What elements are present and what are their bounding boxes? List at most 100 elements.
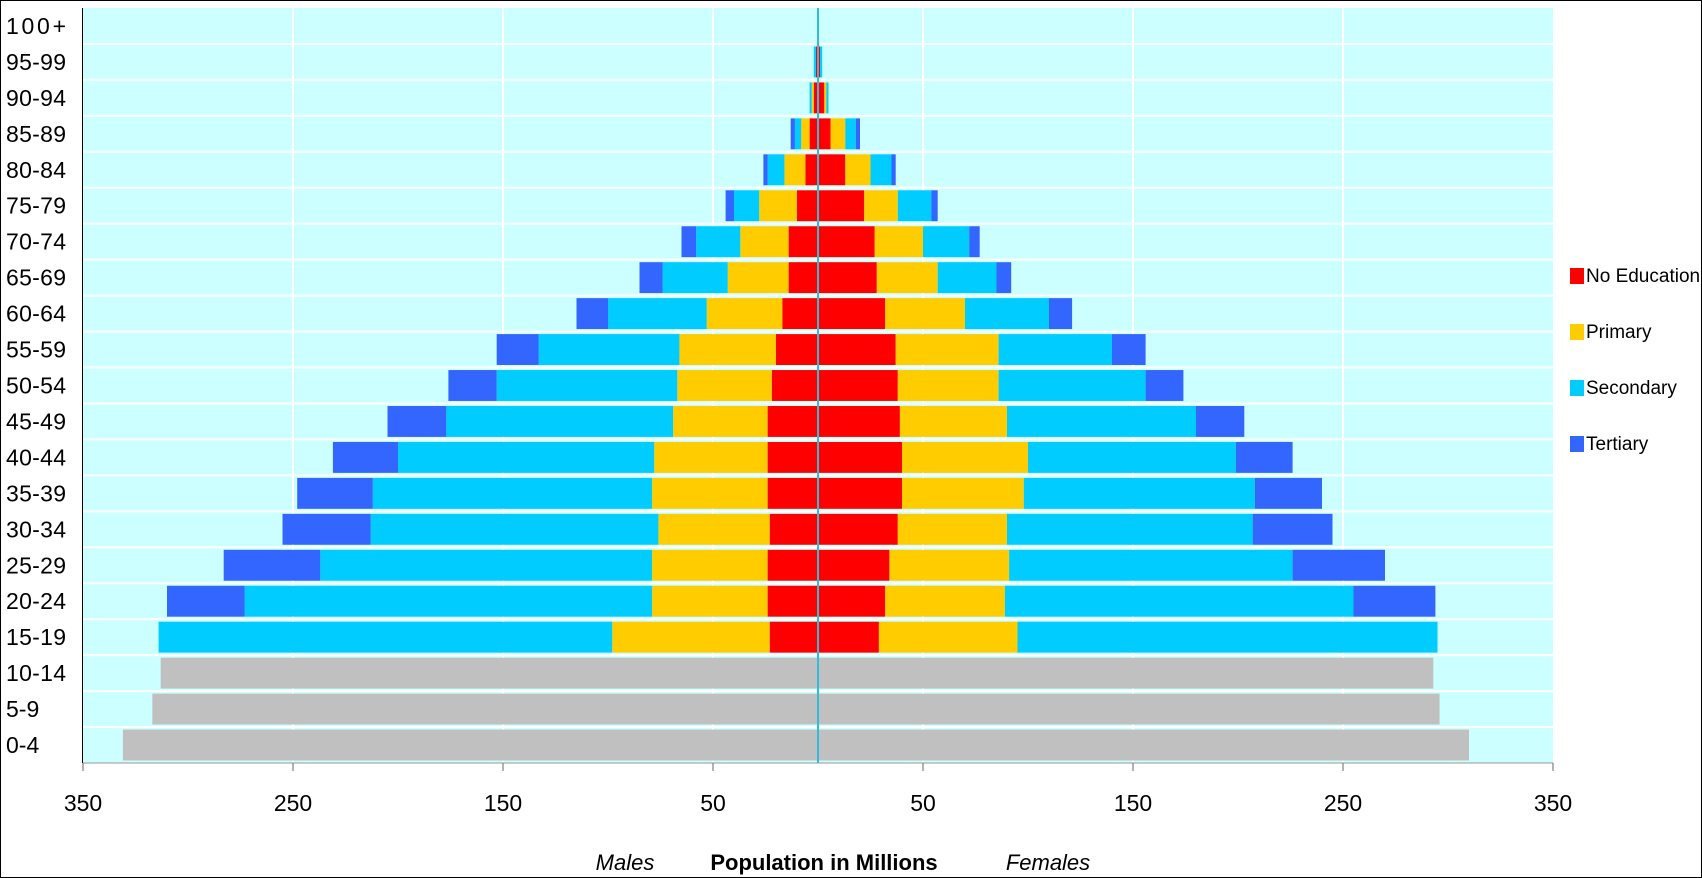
bar-males-primary-15-19 (612, 621, 770, 653)
y-tick-label: 70-74 (6, 229, 66, 255)
legend-label-no-education: No Education (1586, 266, 1700, 287)
bar-males-no-education-75-79 (797, 190, 818, 222)
y-tick-label: 45-49 (6, 408, 66, 434)
x-axis: 350 250 150 50 50 150 250 350 (64, 762, 1572, 816)
x-tick-label: 50 (700, 790, 726, 816)
bar-males-primary-80-84 (784, 154, 806, 186)
x-tick-label: 50 (910, 790, 936, 816)
bar-females-no-education-15-19 (818, 621, 879, 653)
legend-label-secondary: Secondary (1586, 378, 1677, 399)
bar-males-secondary-35-39 (372, 477, 653, 509)
bar-males-tertiary-80-84 (763, 154, 768, 186)
y-tick-label: 80-84 (6, 157, 66, 183)
bar-females-no-education-30-34 (818, 513, 898, 545)
bar-females-tertiary-50-54 (1145, 370, 1184, 401)
y-tick-label: 25-29 (6, 552, 66, 578)
bar-females-secondary-50-54 (998, 370, 1146, 401)
bar-females-secondary-70-74 (923, 226, 970, 258)
bar-females-no-education-85-89 (818, 118, 831, 150)
bar-females-primary-70-74 (874, 226, 923, 258)
bar-males-tertiary-50-54 (448, 370, 497, 401)
y-tick-label: 5-9 (6, 696, 39, 722)
legend-swatch-no-education (1570, 268, 1584, 284)
bar-females-secondary-55-59 (998, 334, 1112, 366)
bar-females-no-education-65-69 (818, 262, 877, 294)
bar-males-no-education-50-54 (771, 370, 818, 401)
bar-females-primary-35-39 (902, 477, 1024, 509)
bar-males-no-education-45-49 (767, 405, 818, 437)
bar-females-secondary-95-99 (820, 46, 823, 78)
bar-males-no-education-30-34 (769, 513, 818, 545)
bar-males-secondary-40-44 (398, 441, 655, 473)
bar-males-secondary-55-59 (538, 334, 680, 366)
bar-females-no-education-60-64 (818, 298, 886, 330)
y-tick-label: 60-64 (6, 301, 66, 327)
bar-males-primary-35-39 (652, 477, 768, 509)
bar-males-ungrouped-0-4 (122, 729, 818, 761)
bar-males-tertiary-35-39 (297, 477, 373, 509)
bar-males-secondary-70-74 (696, 226, 741, 258)
bar-females-tertiary-65-69 (996, 262, 1012, 294)
bar-females-tertiary-25-29 (1292, 549, 1385, 581)
bar-females-no-education-35-39 (818, 477, 902, 509)
bar-females-secondary-80-84 (870, 154, 892, 186)
bar-females-secondary-40-44 (1028, 441, 1236, 473)
bar-males-tertiary-75-79 (725, 190, 734, 222)
bar-females-secondary-60-64 (965, 298, 1049, 330)
bar-females-no-education-95-99 (818, 46, 821, 78)
y-tick-label: 35-39 (6, 480, 66, 506)
bar-females-tertiary-70-74 (969, 226, 980, 258)
bar-males-primary-75-79 (759, 190, 797, 222)
bar-females-secondary-25-29 (1009, 549, 1293, 581)
legend-swatch-secondary (1570, 380, 1584, 396)
bar-females-primary-85-89 (830, 118, 846, 150)
bar-males-no-education-90-94 (813, 82, 818, 114)
bar-males-primary-60-64 (706, 298, 783, 330)
males-label: Males (596, 850, 655, 875)
x-axis-title: Population in Millions (710, 850, 937, 875)
bar-males-no-education-60-64 (782, 298, 818, 330)
bar-males-no-education-25-29 (767, 549, 818, 581)
bar-males-primary-55-59 (679, 334, 776, 366)
y-tick-label: 10-14 (6, 660, 66, 686)
bar-females-primary-20-24 (885, 585, 1005, 617)
legend-label-primary: Primary (1586, 322, 1652, 343)
y-tick-label: 65-69 (6, 265, 66, 291)
bar-males-no-education-40-44 (767, 441, 818, 473)
bar-females-tertiary-45-49 (1196, 405, 1245, 437)
bar-males-secondary-15-19 (158, 621, 613, 653)
bar-females-no-education-50-54 (818, 370, 898, 401)
bar-females-secondary-20-24 (1004, 585, 1354, 617)
bar-females-tertiary-40-44 (1235, 441, 1293, 473)
bar-males-tertiary-25-29 (223, 549, 321, 581)
x-tick-label: 250 (1324, 790, 1362, 816)
bar-females-primary-45-49 (899, 405, 1007, 437)
bar-males-no-education-20-24 (767, 585, 818, 617)
bar-males-no-education-85-89 (809, 118, 818, 150)
bar-males-tertiary-45-49 (387, 405, 447, 437)
bar-females-no-education-40-44 (818, 441, 902, 473)
bar-males-secondary-30-34 (370, 513, 659, 545)
bar-males-primary-25-29 (652, 549, 768, 581)
bar-females-tertiary-85-89 (855, 118, 860, 150)
bar-males-primary-90-94 (811, 82, 814, 114)
legend-swatch-primary (1570, 324, 1584, 340)
y-tick-label: 50-54 (6, 373, 66, 399)
bar-females-primary-15-19 (878, 621, 1018, 653)
bar-females-primary-25-29 (889, 549, 1010, 581)
bar-females-tertiary-75-79 (931, 190, 938, 222)
bar-females-primary-60-64 (885, 298, 965, 330)
bar-females-primary-40-44 (902, 441, 1028, 473)
bar-males-no-education-95-99 (815, 46, 818, 78)
legend-swatch-tertiary (1570, 436, 1584, 452)
females-label: Females (1006, 850, 1090, 875)
bar-males-secondary-80-84 (767, 154, 785, 186)
bar-females-primary-30-34 (897, 513, 1007, 545)
bar-females-no-education-75-79 (818, 190, 865, 222)
bar-males-no-education-15-19 (769, 621, 818, 653)
bar-males-primary-85-89 (801, 118, 810, 150)
y-tick-label: 40-44 (6, 444, 66, 470)
bar-females-ungrouped-5-9 (818, 693, 1440, 725)
bar-males-no-education-55-59 (776, 334, 818, 366)
